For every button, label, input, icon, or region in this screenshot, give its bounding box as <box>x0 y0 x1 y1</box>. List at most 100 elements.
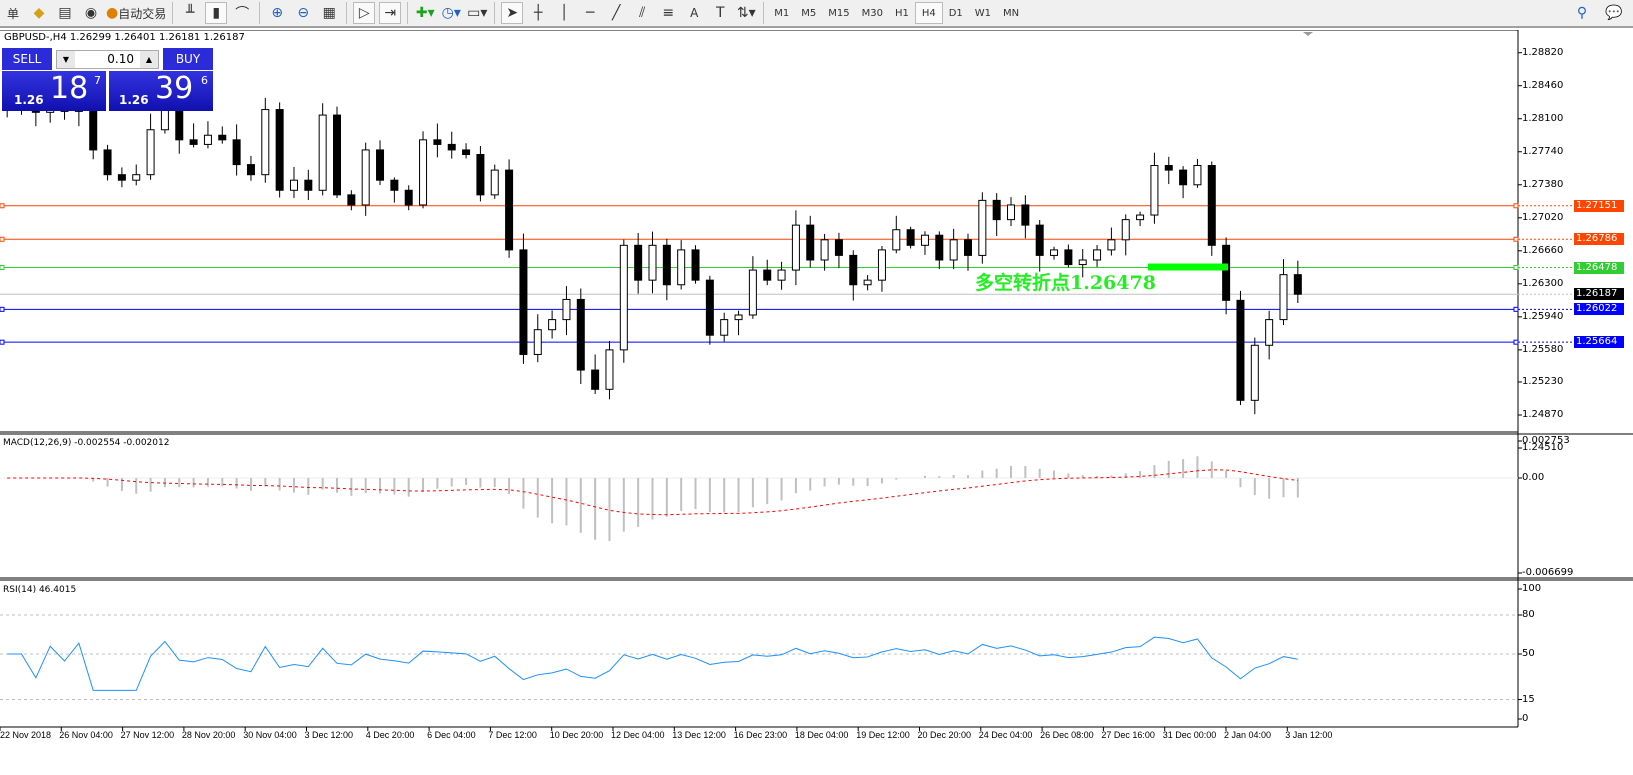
candle-bull <box>548 319 557 331</box>
candle-bear <box>218 134 227 141</box>
buy-button[interactable]: BUY <box>163 48 213 70</box>
arrows-button[interactable]: ⇅▾ <box>735 2 757 24</box>
candle-bull <box>734 314 743 321</box>
chart-symbol: GBPUSD-,H4 <box>4 32 67 43</box>
line-chart-button[interactable]: ⌒ <box>231 2 253 24</box>
rsi-label: RSI(14) 46.4015 <box>3 585 77 595</box>
candle-bear <box>505 169 514 251</box>
candle-bear <box>1164 165 1173 171</box>
timeframe-m5[interactable]: M5 <box>801 7 817 19</box>
equidistant-channel-button[interactable]: ⫽ <box>631 2 653 24</box>
pivot-annotation[interactable]: 多空转折点1.26478 <box>975 272 1156 294</box>
line-chart-icon: ⌒ <box>235 6 250 22</box>
toolbar-separator <box>346 2 348 24</box>
price-axis-label: 1.25230 <box>1522 375 1564 387</box>
price-level-tag: 1.26786 <box>1574 233 1624 246</box>
auto-trading-button[interactable]: ● 自动交易 <box>106 2 166 24</box>
horizontal-line-button[interactable]: ─ <box>579 2 601 24</box>
signal-button[interactable]: ◉ <box>80 2 102 24</box>
time-axis-label: 22 Nov 2018 <box>0 730 52 740</box>
chart-area[interactable] <box>0 30 1633 775</box>
time-axis-label: 6 Dec 04:00 <box>427 730 476 740</box>
timeframe-d1[interactable]: D1 <box>948 7 963 19</box>
periods-icon: ◷▾ <box>441 5 461 21</box>
fibonacci-button[interactable]: ≡ <box>657 2 679 24</box>
sell-price[interactable]: 1.26 18 7 <box>2 71 106 111</box>
lot-decrease-button[interactable]: ▼ <box>57 51 75 68</box>
timeframe-m15[interactable]: M15 <box>828 7 850 19</box>
candle-bear <box>591 369 600 390</box>
candle-bull <box>1107 239 1116 251</box>
candle-bear <box>447 143 456 151</box>
buy-price-pip: 6 <box>201 74 208 87</box>
time-axis-label: 19 Dec 12:00 <box>856 730 910 740</box>
orders-button[interactable]: 单 <box>2 2 24 24</box>
trendline-button[interactable]: ╱ <box>605 2 627 24</box>
candle-bear <box>246 164 255 176</box>
sell-price-prefix: 1.26 <box>14 93 44 107</box>
tile-windows-button[interactable]: ▦ <box>318 2 340 24</box>
gold-button[interactable]: ◆ <box>28 2 50 24</box>
toolbar-separator <box>407 2 409 24</box>
timeframe-m1[interactable]: M1 <box>774 7 790 19</box>
candle-bull <box>318 114 327 191</box>
candlestick-button[interactable]: ▮ <box>205 2 228 24</box>
lot-increase-button[interactable]: ▲ <box>140 51 158 68</box>
crosshair-button[interactable]: ┼ <box>527 2 549 24</box>
level-handle <box>1513 339 1519 345</box>
text-label-button[interactable]: T <box>709 2 731 24</box>
candle-bear <box>275 109 284 191</box>
candle-bear <box>705 279 714 336</box>
candle-bear <box>849 254 858 286</box>
text-button[interactable]: A <box>683 2 705 24</box>
buy-price[interactable]: 1.26 39 6 <box>109 71 213 111</box>
zoom-out-button[interactable]: ⊖ <box>292 2 314 24</box>
templates-button[interactable]: ▭▾ <box>466 2 488 24</box>
candle-bull <box>949 239 958 261</box>
sell-button[interactable]: SELL <box>2 48 52 70</box>
chat-icon[interactable]: 💬 <box>1605 5 1623 21</box>
timeframe-mn[interactable]: MN <box>1003 7 1020 19</box>
chart-shift-button[interactable]: ⇥ <box>379 2 402 24</box>
timeframe-h4[interactable]: H4 <box>914 2 943 24</box>
price-level-tag: 1.27151 <box>1574 199 1624 212</box>
candle-bull <box>877 249 886 281</box>
toolbar-separator <box>763 2 765 24</box>
toolbar-separator <box>172 2 174 24</box>
timeframe-m30[interactable]: M30 <box>861 7 883 19</box>
candle-bull <box>562 298 571 321</box>
price-level-tag: 1.25664 <box>1574 336 1624 349</box>
lot-size-input[interactable]: 0.10 <box>56 50 159 69</box>
vertical-line-button[interactable]: │ <box>553 2 575 24</box>
candle-bear <box>1064 249 1073 266</box>
search-icon[interactable]: ⚲ <box>1576 5 1588 21</box>
chart-shift-marker <box>1303 32 1313 36</box>
price-axis-label: 1.27740 <box>1522 145 1564 157</box>
level-handle <box>1513 203 1519 209</box>
zoom-in-button[interactable]: ⊕ <box>266 2 288 24</box>
periods-button[interactable]: ◷▾ <box>440 2 462 24</box>
time-axis-label: 27 Nov 12:00 <box>120 730 175 740</box>
arrows-icon: ⇅▾ <box>736 5 756 21</box>
candle-bear <box>519 249 528 355</box>
candle-bull <box>132 174 141 181</box>
timeframe-w1[interactable]: W1 <box>974 7 992 19</box>
indicators-button[interactable]: ✚▾ <box>414 2 436 24</box>
toolbar-label: 单 <box>6 6 19 21</box>
candle-bear <box>1207 165 1216 246</box>
candle-bear <box>906 229 915 246</box>
candlestick-icon: ▮ <box>212 5 221 21</box>
horizontal-line-icon: ─ <box>586 5 595 21</box>
price-axis-label: 1.27380 <box>1522 178 1564 190</box>
toolbar-separator <box>494 2 496 24</box>
bar-chart-button[interactable]: ╨ <box>179 2 201 24</box>
candle-bull <box>677 249 686 286</box>
equidistant-channel-icon: ⫽ <box>639 5 646 21</box>
auto-scroll-button[interactable]: ▷ <box>353 2 376 24</box>
candle-bull <box>619 244 628 351</box>
candle-bear <box>347 194 356 206</box>
cursor-button[interactable]: ➤ <box>501 2 524 24</box>
macd-axis-label: 0.00 <box>1522 472 1545 483</box>
timeframe-h1[interactable]: H1 <box>894 7 909 19</box>
history-center-button[interactable]: ▤ <box>54 2 76 24</box>
